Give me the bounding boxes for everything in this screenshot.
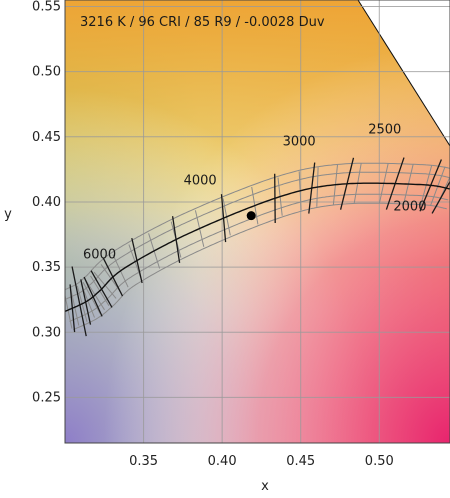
- y-tick-label: 0.55: [32, 0, 61, 15]
- y-tick-label: 0.40: [32, 195, 61, 210]
- cct-label-2500: 2500: [368, 123, 401, 138]
- chart-header: 3216 K / 96 CRI / 85 R9 / -0.0028 Duv: [80, 15, 325, 30]
- x-tick-label: 0.40: [208, 454, 237, 469]
- x-tick-label: 0.50: [365, 454, 394, 469]
- x-tick-label: 0.35: [129, 454, 158, 469]
- y-tick-label: 0.30: [32, 325, 61, 340]
- x-tick-label: 0.45: [286, 454, 315, 469]
- cct-label-6000: 6000: [83, 248, 116, 263]
- cct-label-4000: 4000: [184, 173, 217, 188]
- plot-area: [57, 0, 450, 443]
- y-tick-label: 0.35: [32, 260, 61, 275]
- y-tick-label: 0.25: [32, 390, 61, 405]
- cct-label-3000: 3000: [283, 134, 316, 149]
- measurement-layer: [247, 211, 256, 220]
- x-axis-title: x: [261, 479, 269, 493]
- y-tick-label: 0.50: [32, 65, 61, 80]
- y-tick-label: 0.45: [32, 130, 61, 145]
- y-axis-title: y: [4, 207, 12, 222]
- cct-label-2000: 2000: [393, 199, 426, 214]
- measurement-point: [247, 211, 256, 220]
